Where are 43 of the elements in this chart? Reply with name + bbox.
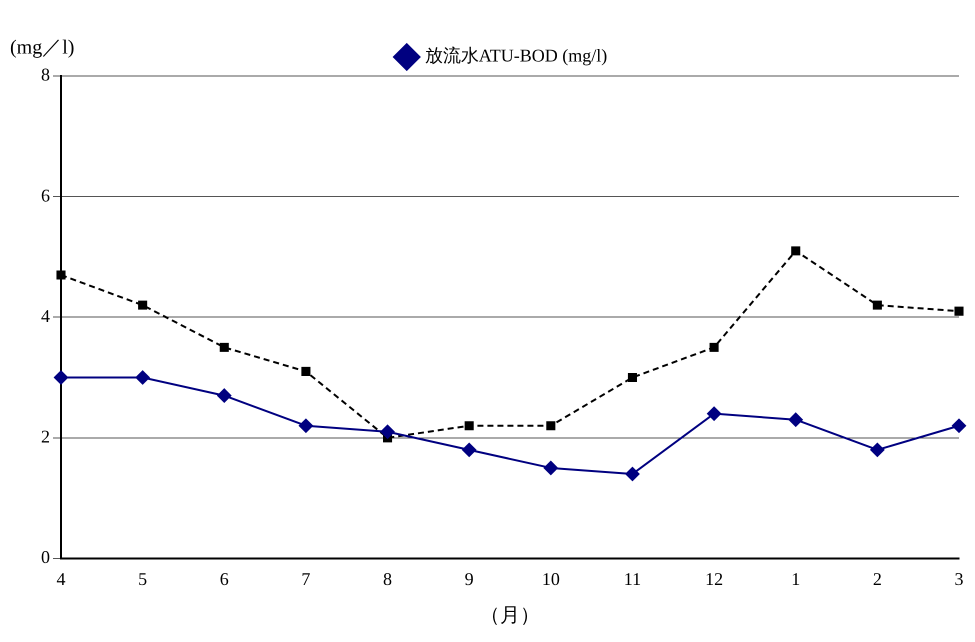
point [952,418,966,433]
point [628,372,637,382]
x-tick-label: 6 [220,568,229,589]
point [625,466,640,481]
y-axis-title: (mg／l) [10,36,74,58]
point [464,421,474,430]
point [707,406,722,421]
x-axis-title: （月） [480,604,540,626]
point [298,418,313,433]
y-tick-label: 2 [41,426,50,447]
point [954,306,964,316]
x-tick-label: 10 [542,568,560,589]
point [301,366,310,376]
point [544,460,558,475]
x-tick-label: 4 [56,568,66,589]
x-tick-label: 2 [872,568,882,589]
y-tick-label: 8 [41,64,50,85]
y-tick-label: 0 [41,547,50,568]
x-tick-label: 8 [383,568,392,589]
point [462,442,476,457]
point [217,388,232,403]
y-tick-label: 4 [41,306,50,326]
point [872,300,882,310]
legend-label: 放流水ATU-BOD (mg/l) [424,46,608,66]
point [138,300,148,310]
point [136,370,150,384]
x-tick-label: 7 [301,568,310,589]
point [56,270,66,280]
y-tick-label: 6 [41,185,50,206]
point [791,246,800,256]
point [870,442,884,457]
point [710,342,719,352]
point [380,424,395,439]
x-tick-label: 5 [138,568,148,589]
x-tick-label: 12 [705,568,724,589]
x-tick-label: 11 [624,568,642,589]
point [788,412,803,427]
point [546,421,556,430]
point [54,370,68,384]
x-tick-label: 9 [464,568,474,589]
point [220,342,229,352]
x-tick-label: 1 [791,568,800,589]
x-tick-label: 3 [954,568,964,589]
